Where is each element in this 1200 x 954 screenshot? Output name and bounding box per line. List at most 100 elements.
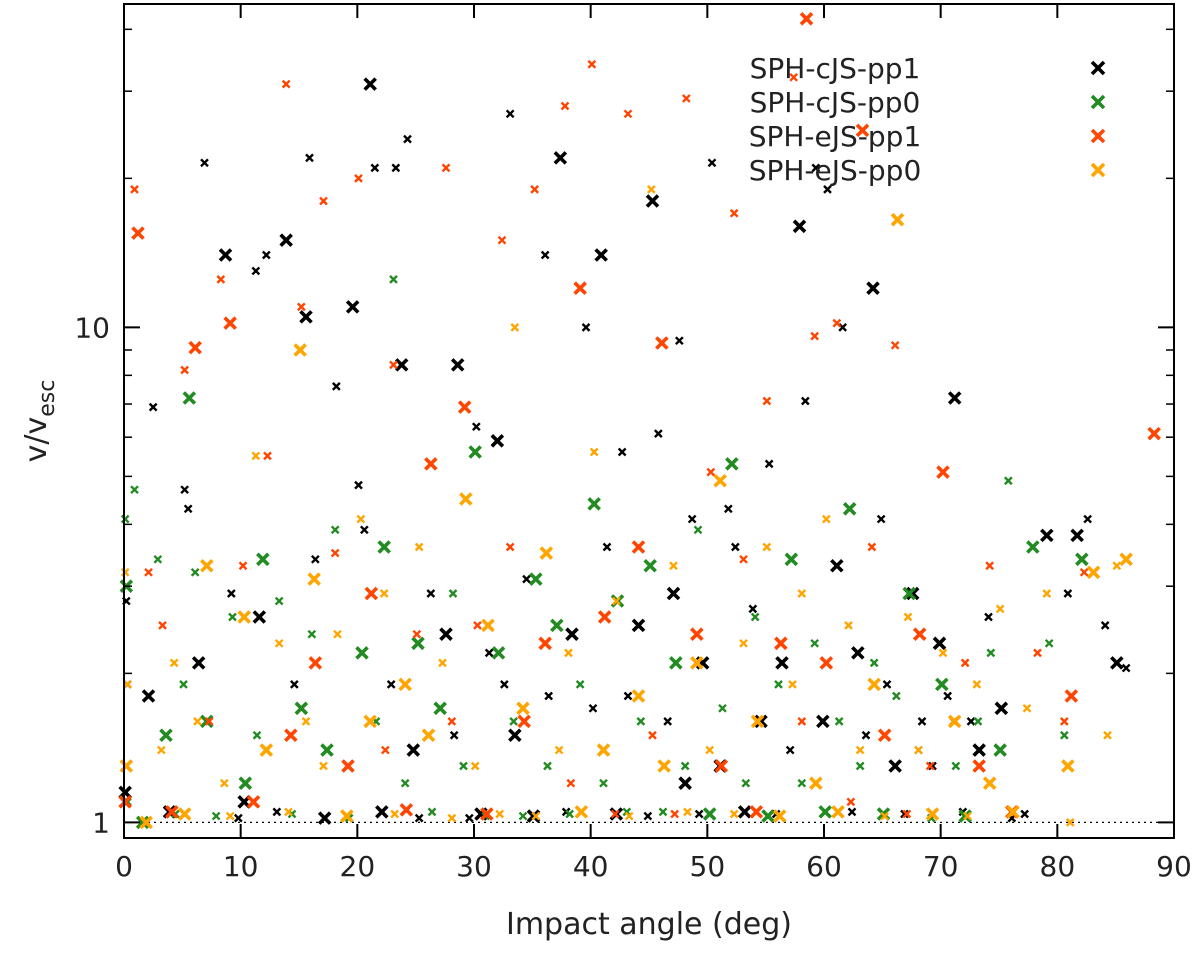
data-point [412, 629, 422, 639]
data-point [947, 714, 962, 729]
data-point [797, 778, 807, 788]
data-point [800, 396, 810, 406]
data-point [729, 809, 739, 819]
data-point [723, 504, 733, 514]
data-point [707, 158, 717, 168]
data-point [225, 811, 235, 821]
data-point [810, 331, 820, 341]
data-point [256, 552, 270, 567]
series-sph-cjs-pp0 [119, 275, 1089, 830]
data-point [193, 717, 202, 726]
data-point [508, 728, 522, 742]
data-point [252, 610, 267, 624]
data-point [597, 610, 612, 624]
data-point [359, 525, 369, 535]
data-point [575, 680, 585, 689]
data-point [441, 163, 451, 173]
data-point [1086, 565, 1101, 580]
data-point [657, 759, 671, 773]
data-point [694, 809, 704, 819]
data-point [972, 680, 982, 689]
data-point [729, 208, 739, 218]
data-point [1083, 514, 1093, 524]
data-point [986, 648, 996, 658]
data-point [714, 759, 729, 773]
data-point [690, 656, 704, 670]
data-point [938, 648, 948, 658]
y-tick-label: 1 [92, 806, 110, 839]
data-point [932, 636, 947, 651]
data-point [693, 525, 703, 535]
data-point [655, 336, 669, 350]
data-point [141, 689, 156, 703]
data-point [912, 627, 927, 641]
data-point [459, 761, 468, 771]
data-point [900, 809, 909, 819]
data-point [490, 434, 505, 448]
data-point [330, 525, 340, 535]
data-point [678, 776, 692, 790]
data-point [200, 714, 214, 729]
x-tick-label: 10 [223, 850, 259, 883]
data-point [960, 658, 970, 668]
data-point [706, 467, 716, 477]
data-point [159, 728, 173, 742]
data-point [333, 629, 342, 639]
data-point [135, 815, 150, 830]
data-point [749, 805, 764, 819]
data-point [819, 656, 834, 670]
data-point [156, 745, 166, 755]
data-point [1026, 540, 1040, 554]
data-point [370, 163, 380, 173]
data-point [389, 360, 398, 370]
data-point [169, 658, 179, 668]
data-point [890, 340, 900, 350]
data-point [772, 809, 787, 823]
data-point [867, 542, 877, 552]
data-point [539, 546, 554, 560]
data-point [391, 163, 401, 173]
data-point [866, 281, 880, 295]
data-point [543, 761, 552, 771]
data-point [177, 807, 192, 821]
data-point [750, 612, 760, 622]
data-point [123, 680, 132, 689]
data-point [818, 805, 832, 819]
x-tick-label: 40 [573, 850, 609, 883]
data-point [599, 778, 608, 788]
data-point [191, 656, 206, 670]
data-point [963, 811, 972, 821]
data-point [855, 745, 865, 755]
data-point [737, 805, 752, 819]
data-point [792, 219, 807, 234]
data-point [252, 730, 262, 740]
data-point [1112, 561, 1122, 571]
data-point [1079, 567, 1089, 577]
data-point [797, 589, 807, 598]
data-point [308, 656, 323, 670]
data-point [784, 552, 799, 567]
data-point [669, 561, 678, 571]
data-point [356, 514, 366, 524]
data-point [587, 59, 597, 69]
data-point [550, 618, 564, 633]
data-point [666, 586, 681, 601]
data-point [439, 627, 453, 641]
data-point [529, 572, 543, 586]
data-point [846, 797, 856, 807]
data-point [995, 604, 1005, 614]
data-point [984, 612, 993, 622]
axes [123, 3, 1175, 839]
data-point [261, 250, 271, 260]
data-point [200, 158, 209, 168]
data-point [587, 497, 601, 511]
data-point [730, 542, 740, 552]
data-point [130, 185, 139, 194]
data-point [183, 504, 193, 514]
data-point [411, 636, 425, 651]
data-point [1121, 663, 1131, 673]
data-point [663, 717, 673, 726]
data-point [643, 811, 653, 821]
data-point [509, 717, 519, 726]
data-point [386, 680, 396, 689]
